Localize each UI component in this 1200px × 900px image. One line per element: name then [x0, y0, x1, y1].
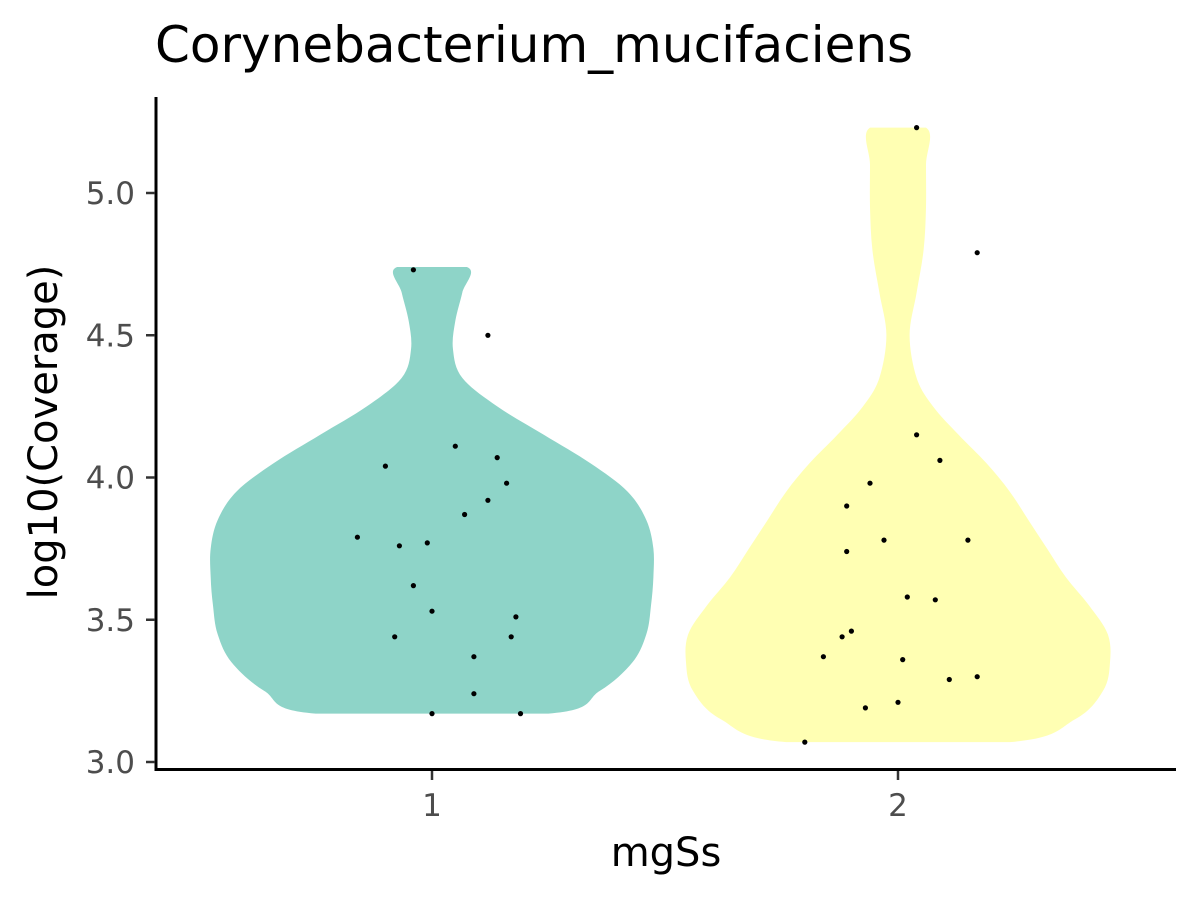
x-axis-title: mgSs	[611, 830, 722, 876]
data-point-2-15	[974, 674, 980, 680]
data-point-1-3	[382, 463, 388, 469]
data-point-2-10	[932, 597, 938, 603]
violin-layer	[210, 127, 1111, 743]
data-point-2-7	[965, 537, 971, 543]
data-point-2-14	[900, 657, 906, 663]
data-point-1-19	[517, 711, 524, 717]
data-point-2-9	[904, 594, 910, 600]
y-tick-label: 3.0	[86, 745, 135, 781]
data-point-2-0	[914, 125, 920, 131]
data-point-1-4	[494, 455, 500, 461]
data-point-2-19	[802, 739, 808, 745]
data-point-2-3	[937, 457, 943, 463]
data-point-2-2	[914, 432, 920, 438]
jitter-points-layer	[354, 125, 980, 745]
data-point-1-13	[513, 614, 519, 620]
data-point-1-5	[504, 480, 510, 486]
y-axis-ticks: 3.0 3.5 4.0 4.5 5.0	[86, 176, 155, 781]
data-point-2-17	[895, 699, 901, 705]
data-point-2-5	[844, 503, 850, 509]
data-point-1-9	[396, 543, 402, 549]
y-tick-label: 3.5	[86, 603, 135, 639]
data-point-1-17	[471, 691, 477, 697]
data-point-1-2	[452, 443, 458, 449]
data-point-2-11	[848, 628, 855, 634]
data-point-1-10	[424, 540, 430, 546]
data-point-1-14	[392, 634, 398, 640]
data-point-1-8	[354, 534, 360, 540]
chart-title: Corynebacterium_mucifaciens	[155, 16, 913, 74]
data-point-1-18	[429, 711, 435, 717]
data-point-2-18	[862, 705, 869, 711]
data-point-1-6	[485, 497, 491, 503]
violin-1	[210, 267, 654, 714]
data-point-2-16	[946, 676, 952, 683]
y-tick-label: 4.0	[86, 461, 135, 497]
data-point-2-4	[867, 480, 873, 486]
data-point-1-12	[429, 608, 435, 614]
y-tick-label: 5.0	[86, 176, 135, 212]
data-point-1-11	[410, 583, 416, 589]
data-point-1-15	[508, 634, 514, 640]
x-tick-label: 2	[888, 788, 908, 824]
y-axis-title: log10(Coverage)	[21, 265, 67, 600]
data-point-1-7	[462, 511, 468, 518]
data-point-1-1	[485, 332, 491, 338]
data-point-2-13	[820, 654, 827, 660]
data-point-2-6	[881, 537, 887, 543]
data-point-1-16	[471, 654, 477, 660]
y-tick-label: 4.5	[86, 318, 135, 354]
violin-2	[685, 127, 1111, 743]
x-tick-label: 1	[422, 788, 442, 824]
data-point-1-0	[410, 267, 416, 273]
data-point-2-1	[974, 250, 980, 256]
data-point-2-8	[844, 548, 850, 555]
data-point-2-12	[839, 634, 845, 640]
